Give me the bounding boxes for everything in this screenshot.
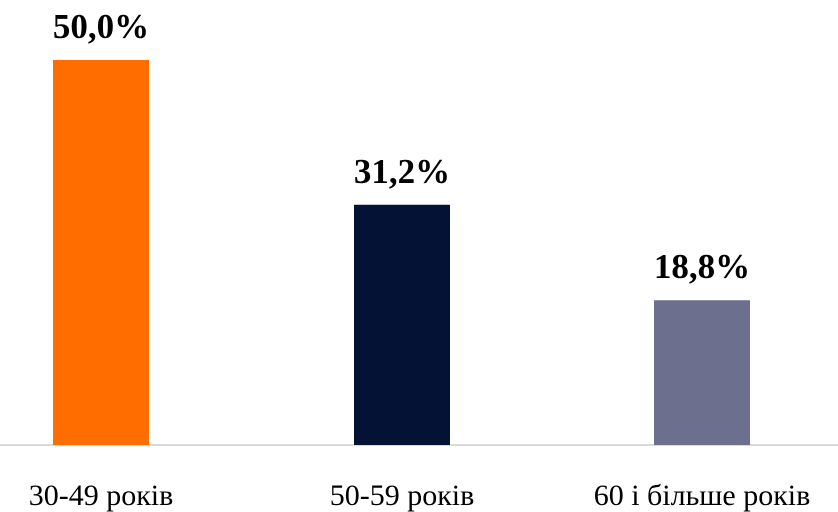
bar xyxy=(53,60,149,445)
x-tick-label: 30-49 років xyxy=(29,479,174,512)
x-tick-label: 60 і більше років xyxy=(594,479,811,512)
bar xyxy=(654,300,750,445)
value-label: 18,8% xyxy=(654,247,750,286)
x-tick-label: 50-59 років xyxy=(330,479,475,512)
value-label: 31,2% xyxy=(354,152,450,191)
bar xyxy=(354,204,450,445)
value-label: 50,0% xyxy=(53,7,149,46)
